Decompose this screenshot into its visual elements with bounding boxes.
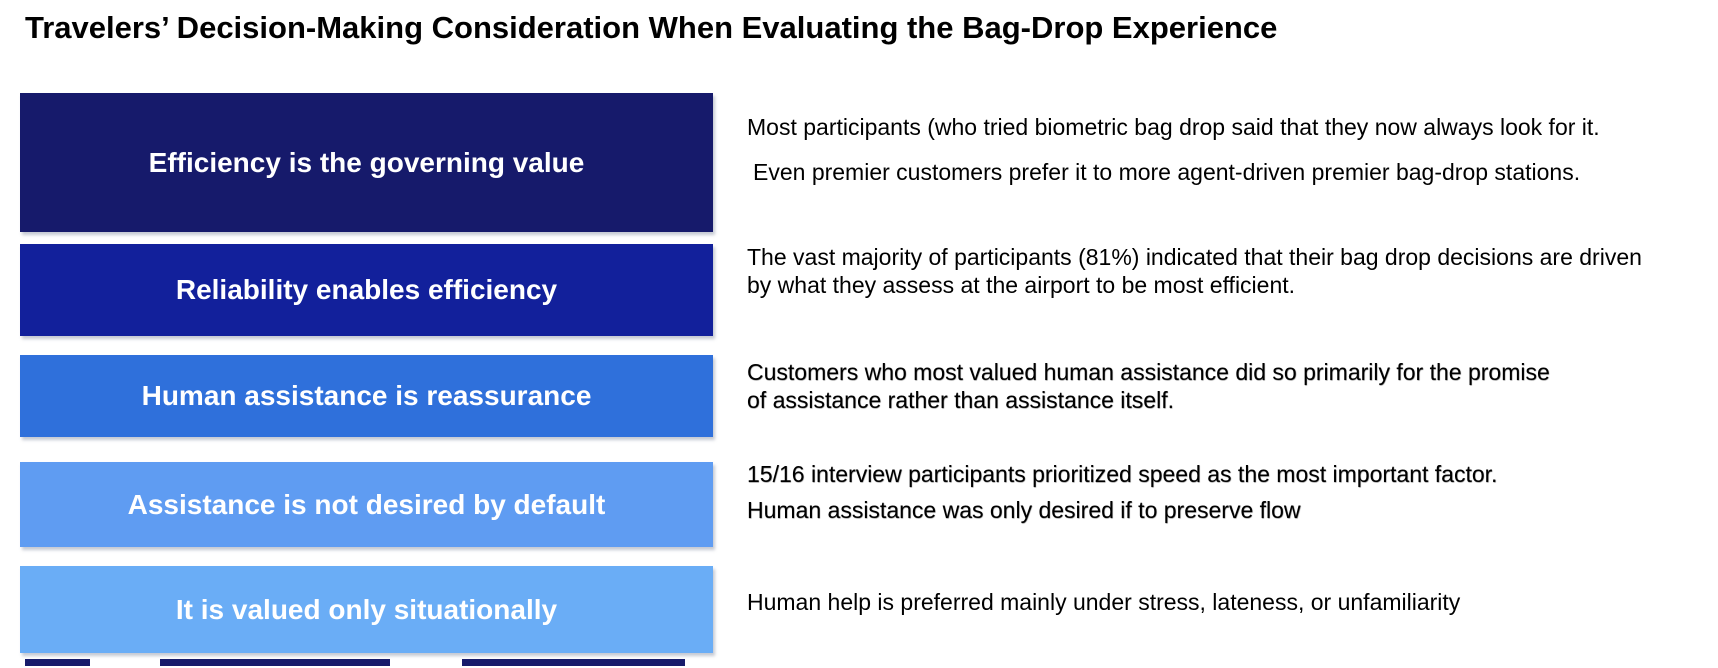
description-text: Customers who most valued human assistan… [747,359,1550,413]
description-block: 15/16 interview participants prioritized… [747,460,1497,524]
description-block: Customers who most valued human assistan… [747,358,1552,414]
consideration-box: Human assistance is reassurance [20,355,713,437]
consideration-box: Reliability enables efficiency [20,244,713,336]
consideration-label: Reliability enables efficiency [175,274,558,305]
description-text: Even premier customers prefer it to more… [753,159,1581,185]
cropped-next-box-edge [25,659,90,666]
description-block: The vast majority of participants (81%) … [747,243,1647,299]
description-block: Most participants (who tried biometric b… [747,113,1600,186]
description-text: Most participants (who tried biometric b… [747,114,1600,140]
consideration-label: Efficiency is the governing value [148,146,585,178]
consideration-label: It is valued only situationally [175,593,558,625]
cropped-next-box-edge [160,659,390,666]
cropped-next-box-edge [462,659,685,666]
description-text: The vast majority of participants (81%) … [747,244,1642,298]
description-text: Human assistance was only desired if to … [747,497,1301,523]
description-text: Human help is preferred mainly under str… [747,589,1461,615]
description-text: 15/16 interview participants prioritized… [747,461,1498,487]
consideration-box: It is valued only situationally [20,566,713,653]
slide-title: Travelers’ Decision-Making Consideration… [25,10,1278,45]
consideration-label: Assistance is not desired by default [127,488,606,520]
consideration-box: Efficiency is the governing value [20,93,713,232]
consideration-label: Human assistance is reassurance [141,380,592,411]
description-block: Human help is preferred mainly under str… [747,588,1460,616]
consideration-box: Assistance is not desired by default [20,462,713,547]
